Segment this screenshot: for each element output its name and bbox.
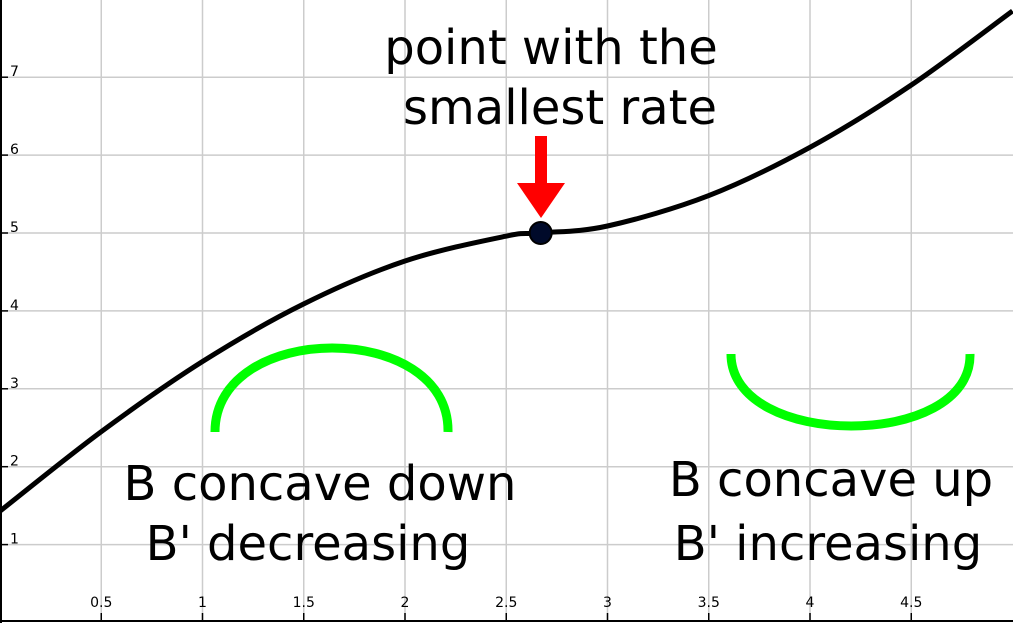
x-tick-label: 1	[198, 595, 207, 611]
y-tick-label: 6	[10, 142, 19, 158]
y-tick-label: 4	[10, 298, 19, 314]
x-tick-label: 4.5	[900, 595, 922, 611]
arrow-head	[517, 183, 565, 218]
y-tick-label: 1	[10, 532, 19, 548]
arrow	[517, 136, 565, 218]
arrow-shaft	[535, 136, 547, 186]
x-tick-label: 0.5	[90, 595, 112, 611]
tick-labels: 0.5 1 1.5 2 2.5 3 3.5 4 4.5 1 2 3 4 5 6 7	[0, 64, 922, 621]
x-tick-label: 3.5	[698, 595, 720, 611]
inflection-point	[528, 221, 553, 245]
x-tick-label: 2	[401, 595, 410, 611]
x-tick-label: 3	[603, 595, 612, 611]
point-label-line-1: point with the	[384, 20, 718, 76]
left-label-line-1: B concave down	[124, 456, 517, 512]
x-tick-label: 2.5	[495, 595, 517, 611]
point-label-line-2: smallest rate	[403, 80, 717, 136]
concave-up-arc	[726, 353, 975, 431]
y-tick-label: 3	[10, 376, 19, 392]
y-tick-label: 5	[10, 220, 19, 236]
y-tick-label: 7	[10, 64, 19, 80]
right-label-line-1: B concave up	[669, 452, 993, 508]
x-tick-label: 4	[806, 595, 815, 611]
concave-down-arc	[210, 343, 453, 433]
function-curve	[0, 8, 1013, 514]
right-label-line-2: B' increasing	[674, 516, 982, 572]
y-tick-label: 2	[10, 454, 19, 470]
x-tick-label: 1.5	[293, 595, 315, 611]
left-label-line-2: B' decreasing	[146, 516, 471, 572]
